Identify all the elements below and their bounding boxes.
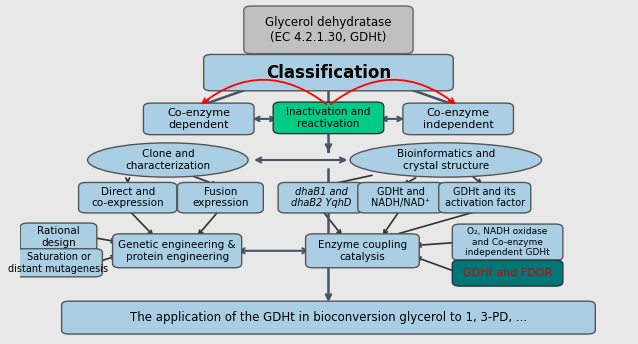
- FancyBboxPatch shape: [306, 234, 419, 268]
- Text: Bioinformatics and
crystal structure: Bioinformatics and crystal structure: [397, 149, 495, 171]
- Text: Co-enzyme
dependent: Co-enzyme dependent: [167, 108, 230, 130]
- Text: Enzyme coupling
catalysis: Enzyme coupling catalysis: [318, 240, 407, 261]
- FancyBboxPatch shape: [278, 182, 364, 213]
- Text: Saturation or
distant mutagenesis: Saturation or distant mutagenesis: [8, 252, 108, 273]
- Text: GDHt and its
activation factor: GDHt and its activation factor: [445, 187, 525, 208]
- FancyBboxPatch shape: [20, 223, 97, 251]
- Text: The application of the GDHt in bioconversion glycerol to 1, 3-PD, ...: The application of the GDHt in bioconver…: [130, 311, 527, 324]
- FancyBboxPatch shape: [244, 6, 413, 54]
- Text: GDHt and
NADH/NAD⁺: GDHt and NADH/NAD⁺: [371, 187, 430, 208]
- Text: O₂, NADH oxidase
and Co-enzyme
independent GDHt: O₂, NADH oxidase and Co-enzyme independe…: [465, 227, 550, 257]
- Text: GDHt and FDOR: GDHt and FDOR: [463, 268, 553, 278]
- FancyBboxPatch shape: [78, 182, 177, 213]
- FancyBboxPatch shape: [452, 224, 563, 260]
- Text: Clone and
characterization: Clone and characterization: [125, 149, 211, 171]
- FancyBboxPatch shape: [273, 102, 383, 133]
- Text: Direct and
co-expression: Direct and co-expression: [91, 187, 164, 208]
- FancyBboxPatch shape: [439, 182, 531, 213]
- FancyBboxPatch shape: [204, 54, 453, 91]
- Text: Co-enzyme
independent: Co-enzyme independent: [423, 108, 494, 130]
- Text: Fusion
expression: Fusion expression: [192, 187, 249, 208]
- FancyBboxPatch shape: [403, 103, 514, 135]
- FancyBboxPatch shape: [15, 249, 102, 277]
- Text: Rational
design: Rational design: [37, 226, 80, 248]
- FancyBboxPatch shape: [358, 182, 443, 213]
- FancyBboxPatch shape: [62, 301, 595, 334]
- Text: dhaB1 and
dhaB2 YqhD: dhaB1 and dhaB2 YqhD: [291, 187, 352, 208]
- FancyBboxPatch shape: [452, 260, 563, 286]
- Text: Inactivation and
reactivation: Inactivation and reactivation: [286, 107, 371, 129]
- FancyBboxPatch shape: [177, 182, 263, 213]
- Text: Genetic engineering &
protein engineering: Genetic engineering & protein engineerin…: [118, 240, 236, 261]
- FancyBboxPatch shape: [144, 103, 254, 135]
- FancyBboxPatch shape: [112, 234, 242, 268]
- Ellipse shape: [350, 143, 542, 177]
- Text: Classification: Classification: [266, 64, 391, 82]
- Ellipse shape: [87, 143, 248, 177]
- Text: Glycerol dehydratase
(EC 4.2.1.30, GDHt): Glycerol dehydratase (EC 4.2.1.30, GDHt): [265, 16, 392, 44]
